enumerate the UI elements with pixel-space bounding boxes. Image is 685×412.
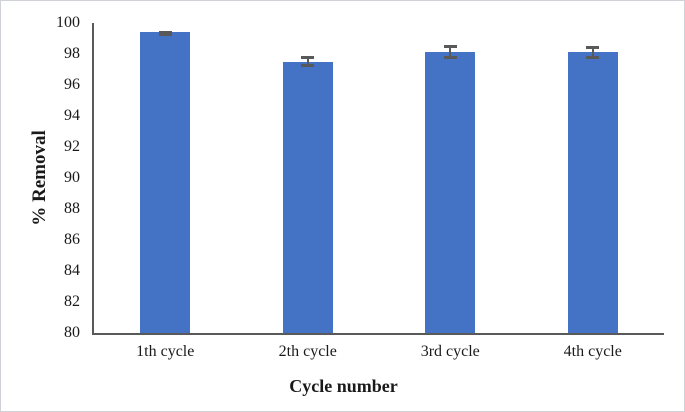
error-bar — [301, 56, 315, 68]
error-bar — [443, 45, 457, 60]
error-bar-cap-top — [158, 30, 172, 34]
bar — [567, 52, 618, 333]
y-axis-tick-labels: 100 98 96 94 92 90 88 86 84 82 80 — [16, 14, 80, 341]
error-bar-cap-bottom — [443, 56, 457, 60]
y-tick-label: 96 — [64, 76, 80, 93]
error-bar-cap-bottom — [158, 32, 172, 36]
y-tick-label: 82 — [64, 293, 80, 310]
category-label: 4th cycle — [563, 343, 622, 360]
category-label: 1th cycle — [136, 343, 195, 360]
x-category-labels: 1th cycle 2th cycle 3rd cycle 4th cycle — [94, 342, 664, 362]
error-bar-cap-top — [586, 46, 600, 50]
y-tick-label: 92 — [64, 138, 80, 155]
error-bar-cap-top — [443, 45, 457, 49]
y-tick-label: 84 — [64, 262, 80, 279]
error-bar-cap-top — [301, 56, 315, 60]
plot-area — [92, 23, 664, 335]
error-bar-cap-bottom — [301, 64, 315, 68]
y-tick-label: 98 — [64, 45, 80, 62]
y-tick-label: 80 — [64, 324, 80, 341]
y-tick-label: 94 — [64, 107, 80, 124]
x-axis-title: Cycle number — [289, 376, 398, 396]
y-tick-label: 88 — [64, 200, 80, 217]
bar — [425, 52, 476, 333]
y-tick-label: 100 — [56, 14, 80, 31]
error-bar-cap-bottom — [586, 55, 600, 59]
category-label: 2th cycle — [278, 343, 337, 360]
y-tick-label: 86 — [64, 231, 80, 248]
bar — [140, 32, 191, 333]
y-tick-label: 90 — [64, 169, 80, 186]
category-label: 3rd cycle — [420, 343, 480, 360]
error-bar-line — [449, 45, 452, 60]
error-bar — [586, 46, 600, 59]
bar — [282, 61, 333, 333]
error-bar — [158, 30, 172, 36]
error-bar-line — [306, 56, 309, 68]
error-bar-line — [591, 46, 594, 59]
